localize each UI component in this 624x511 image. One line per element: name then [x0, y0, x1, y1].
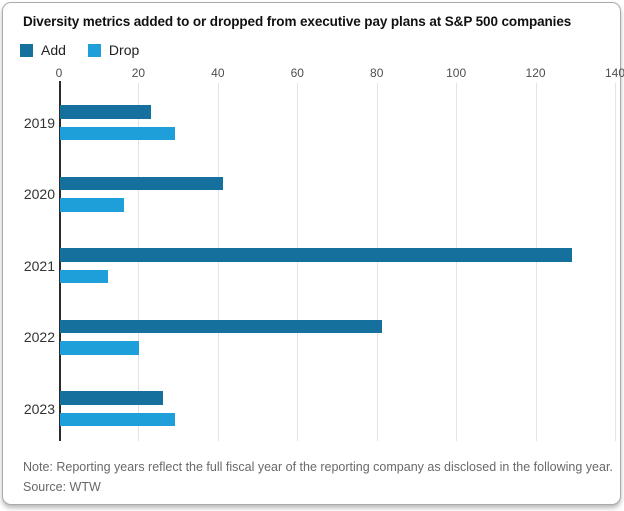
legend-item-add: Add: [20, 42, 66, 58]
bar-drop-2022: [60, 341, 140, 355]
source-text: Source: WTW: [23, 480, 101, 494]
bar-drop-2021: [60, 269, 108, 283]
bar-add-2022: [60, 319, 382, 333]
legend-label: Add: [41, 42, 66, 58]
gridline: [217, 83, 219, 441]
year-label: 2020: [23, 186, 55, 202]
legend-swatch-add: [20, 43, 33, 57]
bar-add-2021: [60, 248, 573, 262]
plot-area: 0 20 40 60 80 100 120 140 2019 2020 2021 2022 2023: [3, 3, 624, 504]
gridline: [376, 83, 378, 441]
x-tick-label: 0: [55, 66, 63, 80]
x-tick-label: 40: [211, 66, 225, 80]
year-label: 2023: [23, 400, 55, 417]
x-tick-label: 20: [131, 66, 146, 80]
bar-add-2023: [60, 391, 164, 405]
gridline: [535, 83, 537, 441]
gridline: [615, 83, 616, 441]
x-tick-label: 140: [604, 66, 624, 80]
gridline: [297, 83, 299, 441]
bar-drop-2019: [60, 126, 176, 140]
legend-label: Drop: [108, 42, 140, 58]
x-tick-label: 60: [290, 66, 304, 80]
year-label: 2022: [23, 329, 55, 345]
chart-title: Diversity metrics added to or dropped fr…: [23, 14, 572, 29]
x-tick-label: 80: [370, 66, 384, 80]
gridline: [456, 83, 458, 441]
legend-swatch-drop: [87, 43, 101, 57]
bar-drop-2023: [60, 412, 176, 426]
legend-item-drop: Drop: [87, 42, 140, 58]
bar-drop-2020: [60, 198, 124, 212]
bar-add-2019: [60, 105, 152, 119]
legend: Add Drop: [20, 42, 139, 58]
gridline: [138, 83, 140, 441]
x-tick-label: 100: [446, 66, 467, 80]
bar-add-2020: [60, 176, 223, 190]
note-text: Note: Reporting years reflect the full f…: [23, 460, 613, 474]
x-tick-label: 120: [525, 66, 546, 80]
year-label: 2019: [23, 114, 55, 131]
year-label: 2021: [23, 257, 55, 274]
y-axis-line: [59, 81, 61, 441]
